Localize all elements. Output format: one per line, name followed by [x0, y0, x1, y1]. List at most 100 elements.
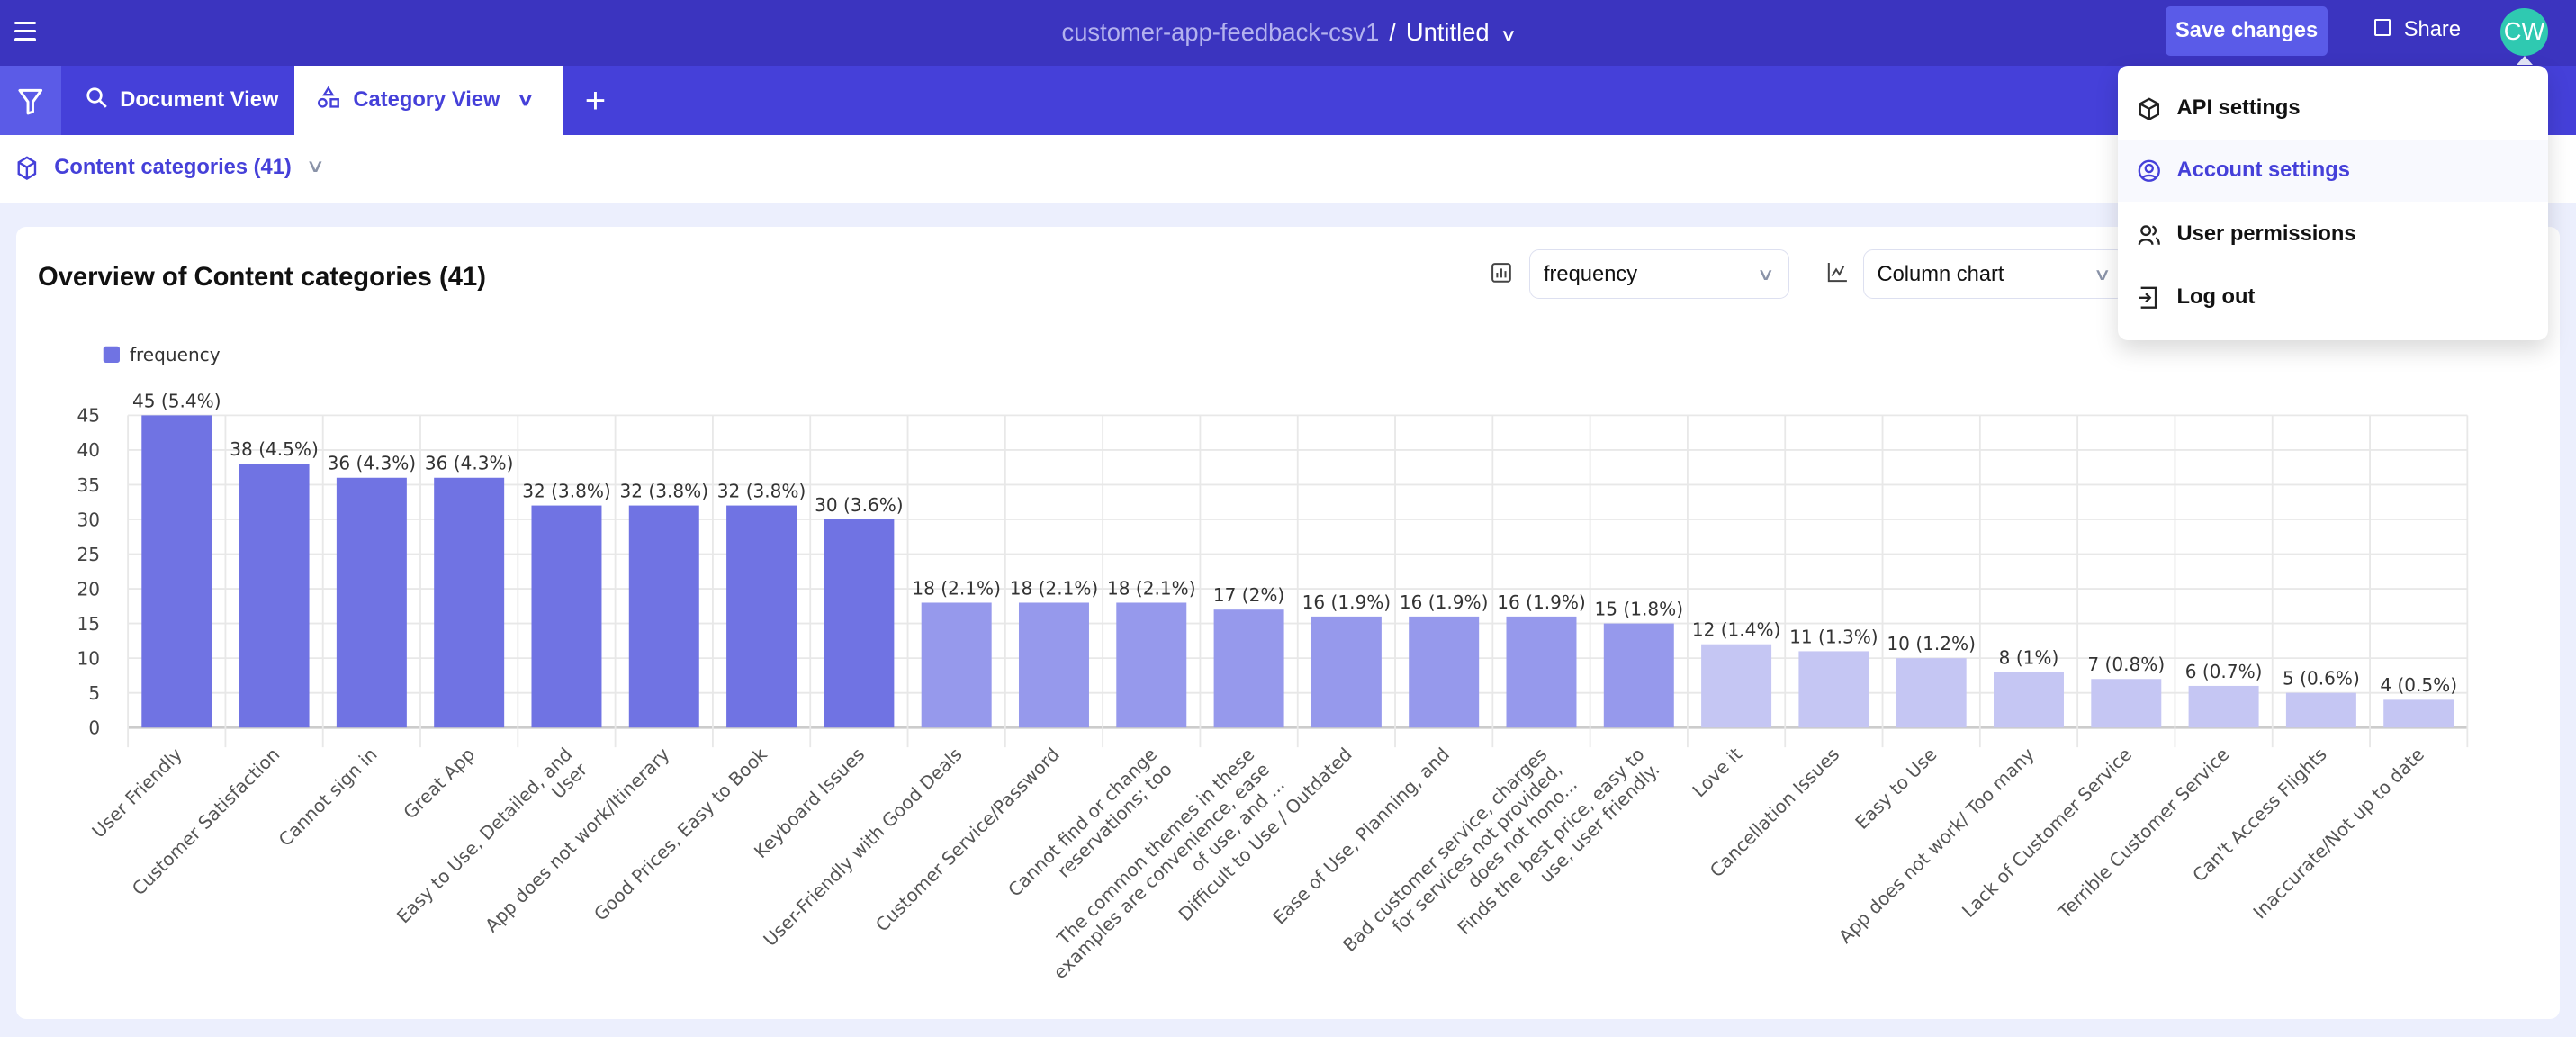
bar — [1798, 651, 1869, 728]
x-tick-label: Customer Service/Password — [871, 744, 1064, 936]
save-changes-button[interactable]: Save changes — [2165, 6, 2328, 57]
menu-item-label: API settings — [2176, 95, 2301, 120]
menu-item-user-permissions[interactable]: User permissions — [2118, 203, 2548, 266]
bar — [531, 505, 602, 728]
chevron-down-icon: ∨ — [1756, 265, 1775, 284]
menu-item-label: Account settings — [2176, 158, 2350, 183]
chevron-down-icon[interactable]: ∨ — [305, 156, 326, 176]
metric-select[interactable]: frequency ∨ — [1529, 249, 1789, 300]
bar-value-label: 18 (2.1%) — [1010, 578, 1099, 600]
bar-value-label: 16 (1.9%) — [1400, 591, 1489, 613]
column-chart: frequency 0 5 10 15 20 25 30 35 40 45 45 (5.4%) User… — [77, 345, 2469, 984]
user-circle-icon — [2138, 159, 2160, 182]
add-tab-button[interactable]: + — [584, 80, 607, 122]
menu-item-account-settings[interactable]: Account settings — [2117, 140, 2549, 203]
x-tick-label: App does not work/ Too many — [1834, 744, 2039, 948]
bar-value-label: 18 (2.1%) — [913, 578, 1002, 600]
bar — [1604, 624, 1675, 728]
bar-value-label: 18 (2.1%) — [1107, 578, 1196, 600]
bar-value-label: 36 (4.3%) — [328, 453, 417, 474]
bar-value-label: 11 (1.3%) — [1789, 627, 1878, 648]
bar-value-label: 15 (1.8%) — [1595, 599, 1684, 620]
y-tick-label: 0 — [89, 717, 101, 739]
menu-item-api-settings[interactable]: API settings — [2118, 77, 2548, 140]
breadcrumb: customer-app-feedback-csv1 / Untitled ∨ — [0, 18, 2576, 47]
menu-item-log-out[interactable]: Log out — [2118, 266, 2548, 329]
bar-value-label: 4 (0.5%) — [2381, 675, 2458, 697]
y-tick-label: 30 — [77, 509, 101, 531]
menu-icon[interactable] — [14, 21, 37, 41]
bar — [1994, 672, 2065, 728]
bar — [2091, 679, 2162, 728]
chevron-down-icon[interactable]: ∨ — [1500, 25, 1518, 45]
bar-value-label: 16 (1.9%) — [1302, 591, 1392, 613]
chart-type-value: Column chart — [1877, 263, 2004, 287]
chart-type-select[interactable]: Column chart ∨ — [1862, 249, 2126, 300]
filter-button[interactable] — [0, 66, 61, 135]
filter-icon — [18, 88, 43, 115]
external-link-icon — [2373, 19, 2391, 37]
bar — [1311, 617, 1383, 728]
x-tick-label: Love it — [1689, 744, 1747, 802]
bar — [1506, 617, 1577, 728]
bar — [2188, 686, 2259, 728]
bar — [921, 602, 992, 728]
line-chart-icon — [1827, 263, 1847, 283]
logout-icon — [2139, 286, 2157, 309]
y-tick-label: 5 — [89, 682, 101, 704]
bar-value-label: 38 (4.5%) — [230, 439, 320, 461]
legend-swatch — [103, 347, 121, 364]
tab-category-view[interactable]: Category View ∨ — [293, 66, 564, 135]
bar-value-label: 10 (1.2%) — [1887, 633, 1977, 654]
bar-value-label: 12 (1.4%) — [1692, 619, 1781, 641]
bar — [2286, 693, 2357, 728]
bar — [1896, 658, 1967, 728]
dataset-name[interactable]: customer-app-feedback-csv1 — [1061, 18, 1380, 47]
bar-value-label: 45 (5.4%) — [132, 391, 221, 412]
metric-value: frequency — [1543, 263, 1638, 287]
bar — [1019, 602, 1090, 728]
chart-card: Overview of Content categories (41) freq… — [16, 226, 2560, 1019]
chevron-down-icon[interactable]: ∨ — [517, 90, 534, 109]
y-tick-label: 25 — [77, 544, 101, 565]
user-menu: API settings Account settings User permi… — [2117, 56, 2549, 340]
bar — [434, 478, 505, 728]
menu-item-label: User permissions — [2176, 222, 2356, 247]
y-tick-label: 45 — [77, 405, 101, 427]
bar — [1116, 602, 1187, 728]
bar — [1701, 645, 1772, 728]
chart-title: Overview of Content categories (41) — [37, 263, 486, 293]
bar-chart-icon — [1491, 263, 1512, 283]
y-tick-label: 20 — [77, 579, 101, 600]
breadcrumb-separator: / — [1389, 18, 1396, 47]
share-button[interactable]: Share — [2373, 18, 2461, 42]
tab-document-view[interactable]: Document View — [61, 66, 293, 135]
chevron-down-icon: ∨ — [2093, 265, 2112, 284]
y-tick-label: 15 — [77, 613, 101, 635]
bar — [629, 505, 700, 728]
tab-label: Document View — [120, 88, 279, 112]
bar — [2383, 699, 2454, 728]
x-tick-label: Lack of Customer Service — [1958, 744, 2136, 922]
bar — [239, 464, 310, 728]
bar-value-label: 17 (2%) — [1213, 584, 1284, 606]
bar-value-label: 30 (3.6%) — [815, 494, 904, 516]
bar — [1409, 617, 1480, 728]
x-tick-label: User-Friendly with Good Deals — [760, 744, 967, 951]
document-title[interactable]: Untitled — [1405, 18, 1490, 47]
y-tick-label: 35 — [77, 474, 101, 496]
avatar[interactable]: CW — [2500, 8, 2549, 57]
bar-value-label: 36 (4.3%) — [425, 453, 514, 474]
bar-value-label: 8 (1%) — [1999, 647, 2059, 669]
x-tick-label: Terrible Customer Service — [2054, 744, 2234, 924]
search-icon — [86, 66, 109, 135]
shapes-icon — [317, 66, 340, 135]
bar-value-label: 5 (0.6%) — [2283, 668, 2360, 690]
x-tick-label: Inaccurate/Not up to date — [2249, 744, 2429, 924]
category-label: Content categories (41) — [54, 156, 292, 180]
users-icon — [2138, 225, 2160, 246]
y-tick-label: 40 — [77, 440, 101, 462]
bar — [337, 478, 408, 728]
legend-label: frequency — [130, 345, 221, 366]
